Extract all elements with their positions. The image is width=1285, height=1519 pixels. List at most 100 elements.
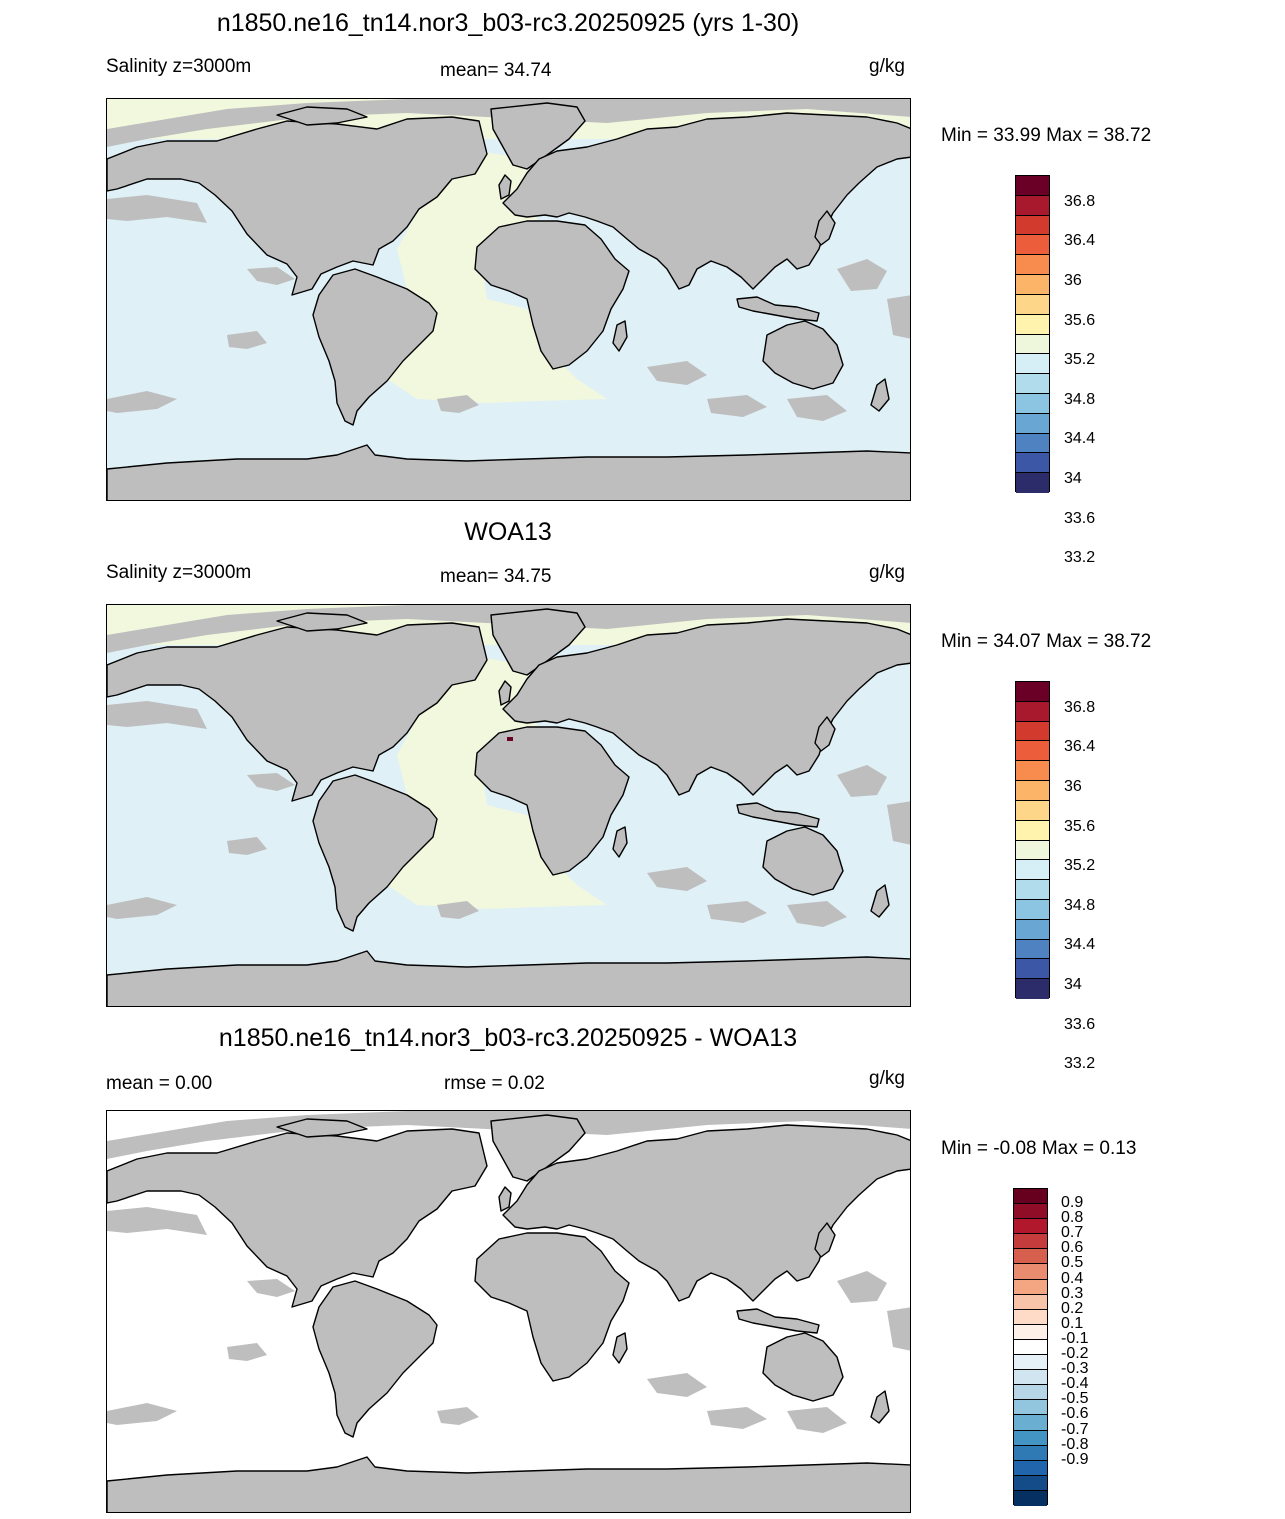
colorbar-label: 0.1 [1061,1314,1084,1332]
colorbar-swatch [1014,1370,1047,1386]
panel-2-mean-label: mean= 34.75 [440,566,552,587]
colorbar-swatch [1014,1264,1047,1280]
masked-shallow-region [837,259,887,291]
colorbar-label: 33.2 [1064,549,1096,567]
panel-3-minmax: Min = -0.08 Max = 0.13 [941,1138,1137,1159]
colorbar-swatch [1016,899,1049,920]
colorbar-swatch [1014,1309,1047,1325]
landmass-arctic-islands [276,106,368,126]
colorbar-label: 34.4 [1064,936,1096,954]
landmass-indonesia [736,802,820,828]
colorbar-swatch [1016,176,1049,196]
colorbar-label: 0.8 [1061,1209,1084,1227]
panel-3-map [106,1110,911,1513]
colorbar-swatch [1016,374,1049,394]
landmass-south-america [312,268,438,426]
colorbar-swatch [1016,701,1049,722]
colorbar-label: 0.7 [1061,1224,1084,1242]
landmass-australia [762,320,844,390]
masked-shallow-region [887,295,910,339]
colorbar-swatch [1014,1430,1047,1446]
colorbar-label: 34.8 [1064,390,1096,408]
panel-3-title: n1850.ne16_tn14.nor3_b03-rc3.20250925 - … [218,1024,798,1052]
landmass-indonesia [736,1308,820,1334]
colorbar-label: 36.4 [1064,232,1096,250]
landmass-uk [498,680,512,706]
colorbar-label: 36.8 [1064,192,1096,210]
landmass-north-america [107,116,488,296]
masked-shallow-region [107,195,207,223]
colorbar-label: 34 [1064,976,1082,993]
colorbar-swatch [1016,413,1049,434]
colorbar-label: 0.2 [1061,1299,1084,1317]
colorbar-label: 33.6 [1064,1015,1096,1033]
panel-2-minmax: Min = 34.07 Max = 38.72 [941,631,1152,652]
colorbar-label: 0.6 [1061,1239,1084,1257]
masked-shallow-region [787,901,847,927]
colorbar-swatch [1014,1385,1047,1401]
mediterranean-high-salinity-cell [507,737,513,741]
colorbar-label: 36 [1064,271,1082,289]
panel-1-map-svg [107,99,910,500]
colorbar-swatch [1014,1189,1047,1205]
landmass-africa [474,220,630,370]
landmass-uk [498,174,512,200]
colorbar-swatch [1016,473,1049,493]
landmass-madagascar [612,1332,628,1364]
colorbar-swatch [1016,453,1049,474]
masked-shallow-region [647,361,707,385]
colorbar-label: -0.8 [1061,1435,1089,1453]
colorbar-swatch [1016,215,1049,236]
colorbar-label: -0.7 [1061,1420,1089,1438]
masked-shallow-region [227,331,267,349]
colorbar-label: 36.4 [1064,738,1096,756]
colorbar-swatch [1014,1490,1047,1506]
panel-3-rmse-label: rmse = 0.02 [444,1073,545,1094]
colorbar-label: 34.8 [1064,896,1096,914]
panel-1-mean-label: mean= 34.74 [440,60,552,81]
landmass-antarctica [107,1456,910,1512]
colorbar-label: 33.2 [1064,1055,1096,1073]
colorbar-boxes [1013,1188,1048,1506]
landmass-japan [814,210,836,246]
colorbar-swatch [1016,880,1049,900]
colorbar-swatch [1016,979,1049,999]
landmass-japan [814,716,836,752]
colorbar-swatch [1014,1475,1047,1491]
panel-1-title: n1850.ne16_tn14.nor3_b03-rc3.20250925 (y… [216,9,800,37]
landmass-north-america [107,1128,488,1308]
landmass-eurasia [502,112,910,290]
masked-shallow-region [887,1307,910,1351]
colorbar-swatch [1016,800,1049,821]
landmass-new-zealand [870,378,890,412]
panel-1-units-label: g/kg [869,56,905,77]
colorbar-label: 35.2 [1064,351,1096,369]
colorbar-swatch [1014,1204,1047,1220]
atlantic-high-salinity-region [387,645,607,909]
masked-shallow-region [247,773,295,791]
landmass-madagascar [612,826,628,858]
landmass-africa [474,726,630,876]
panel-2-units-label: g/kg [869,562,905,583]
colorbar-label: 34 [1064,470,1082,487]
colorbar-swatch [1016,682,1049,702]
colorbar-swatch [1016,741,1049,762]
masked-shallow-region [707,1407,767,1429]
panel-1-variable-label: Salinity z=3000m [106,56,252,77]
colorbar-label: 0.3 [1061,1284,1084,1302]
masked-shallow-region [787,395,847,421]
colorbar-label: 35.2 [1064,857,1096,875]
landmass-south-america [312,1280,438,1438]
landmass-eurasia [502,1124,910,1302]
landmass-uk [498,1186,512,1212]
masked-shallow-region [707,395,767,417]
landmass-eurasia [502,618,910,796]
colorbar-swatch [1014,1324,1047,1340]
masked-shallow-region [107,391,177,413]
colorbar-swatch [1016,781,1049,801]
colorbar-swatch [1016,721,1049,742]
masked-shallow-region [887,801,910,845]
colorbar-label: 36.8 [1064,698,1096,716]
landmass-antarctica [107,444,910,500]
landmass-new-zealand [870,1390,890,1424]
